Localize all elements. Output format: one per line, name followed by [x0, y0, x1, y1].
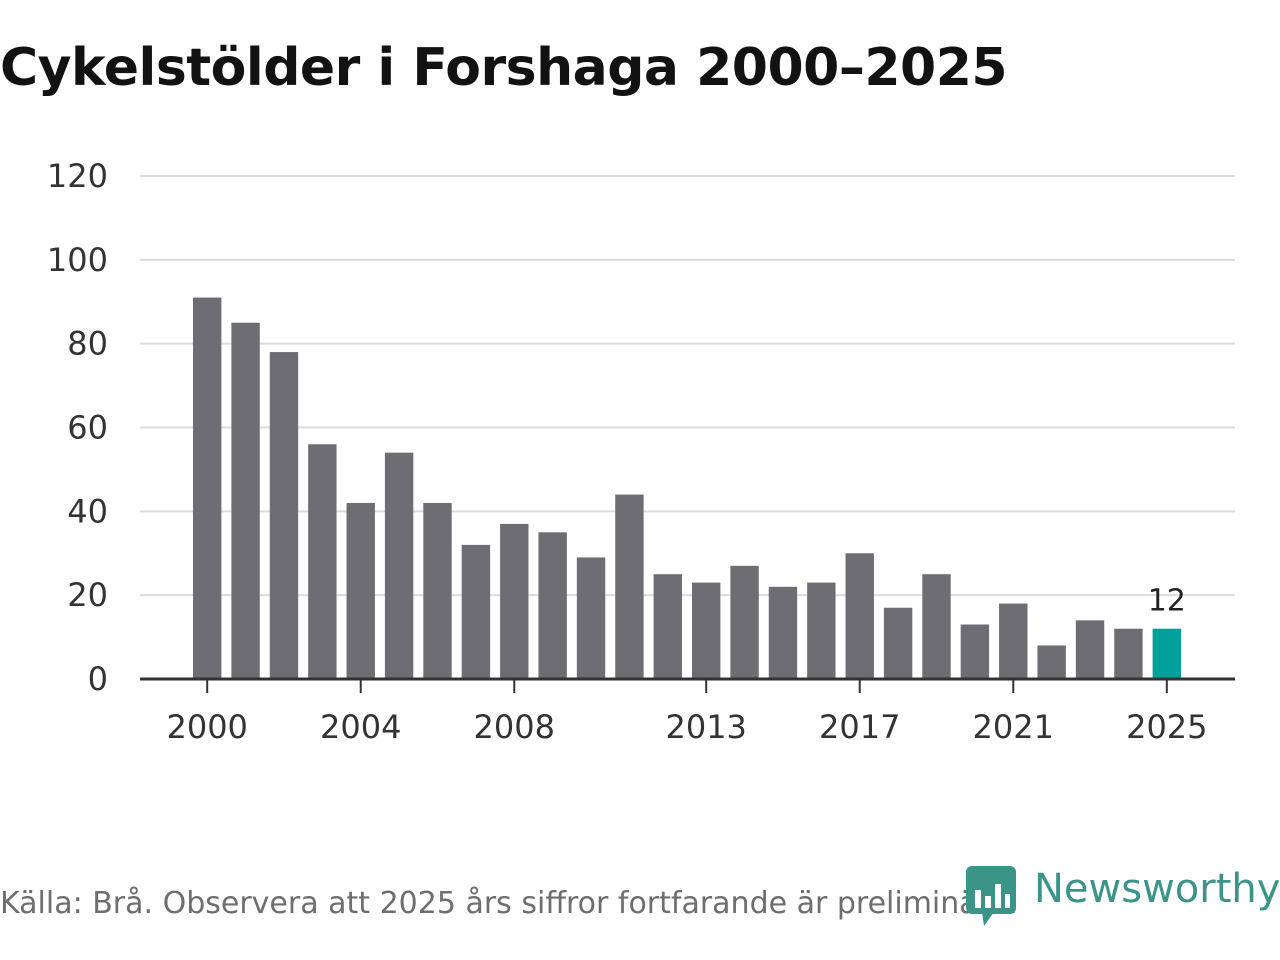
source-note: Källa: Brå. Observera att 2025 års siffr…: [0, 886, 1018, 921]
y-tick-label: 100: [47, 241, 108, 279]
bar: [691, 582, 721, 679]
bar: [346, 502, 375, 679]
y-tick-label: 40: [67, 492, 108, 530]
newsworthy-logo[interactable]: Newsworthy: [966, 862, 1280, 928]
bar: [960, 624, 990, 679]
bar: [1114, 628, 1143, 679]
newsworthy-logo-text: Newsworthy: [1034, 866, 1280, 912]
x-tick-label: 2021: [973, 708, 1054, 746]
gridlines: [140, 175, 1235, 597]
y-tick-label: 20: [67, 576, 108, 614]
bar: [807, 582, 836, 679]
bar: [231, 322, 260, 679]
bar: [500, 523, 529, 679]
bar-chart: 0 20 40 60 80 100 120 2000 2004 2008 2013 2017 2021…: [47, 157, 1235, 746]
bar: [576, 557, 606, 679]
bar: [615, 494, 644, 679]
y-tick-label: 0: [88, 660, 108, 698]
bar: [768, 586, 798, 679]
newsworthy-logo-icon: [966, 866, 1016, 926]
x-tick-label: 2013: [665, 708, 746, 746]
data-label-2025: 12: [1148, 584, 1186, 619]
bar: [308, 444, 337, 679]
y-tick-label: 120: [47, 157, 108, 195]
x-tick-label: 2008: [474, 708, 555, 746]
x-axis: 2000 2004 2008 2013 2017 2021 2025: [140, 677, 1235, 746]
bar: [384, 452, 414, 679]
chart-title: Cykelstölder i Forshaga 2000–2025: [0, 38, 1008, 98]
bar: [1075, 620, 1105, 679]
bar: [192, 297, 222, 679]
bar: [1037, 645, 1066, 679]
data-labels: 12: [1148, 584, 1186, 619]
y-tick-label: 80: [67, 325, 108, 363]
y-axis: 0 20 40 60 80 100 120: [47, 157, 108, 698]
y-tick-label: 60: [67, 409, 108, 447]
bar: [730, 565, 759, 679]
x-tick-label: 2025: [1126, 708, 1207, 746]
bar: [845, 553, 874, 679]
bar-highlight: [1152, 628, 1182, 679]
bar: [538, 532, 567, 679]
bar: [999, 603, 1028, 679]
bar: [461, 544, 491, 679]
bar: [922, 574, 951, 679]
bar: [269, 352, 299, 679]
x-tick-label: 2017: [819, 708, 900, 746]
x-tick-label: 2000: [166, 708, 247, 746]
bar: [653, 574, 683, 679]
x-tick-label: 2004: [320, 708, 401, 746]
bar: [883, 607, 913, 679]
bars: [192, 297, 1182, 679]
bar: [423, 502, 452, 679]
